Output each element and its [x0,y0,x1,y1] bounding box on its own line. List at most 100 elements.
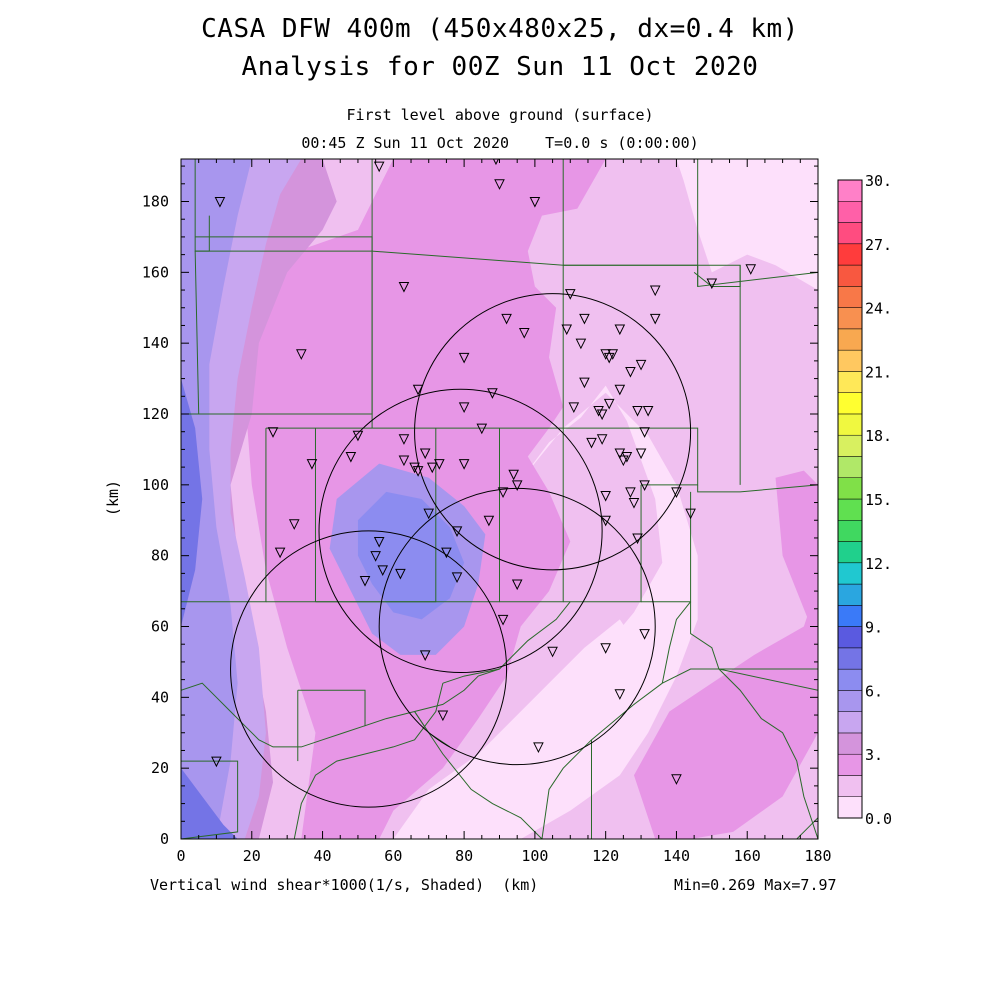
colorbar-swatch [837,413,863,436]
shade-region [181,378,203,627]
station-marker [306,459,318,470]
station-marker [547,646,558,658]
colorbar: 0.0 3. 6. 9. 12. 15. 18. 21. 24. 27. 30. [837,172,892,828]
station-marker [625,367,636,378]
station-marker [607,349,619,360]
station-marker [373,537,385,548]
x-tick-label: 180 [804,847,831,865]
x-tick-label: 60 [384,847,402,865]
station-marker [600,349,611,360]
station-marker [437,710,449,722]
y-tick-label: 80 [151,547,169,565]
colorbar-label: 30. [865,172,892,190]
colorbar-swatch [837,583,863,606]
station-marker [458,402,470,414]
station-marker [412,466,424,477]
station-marker [398,282,410,293]
station-marker [586,437,597,449]
radar-ring [318,388,603,674]
county-line [181,760,239,839]
station-marker [649,313,661,325]
colorbar-label: 6. [865,682,883,700]
colorbar-swatch [837,498,863,521]
y-tick-label: 60 [151,618,169,636]
station-marker [671,774,682,785]
station-marker [614,689,626,700]
radar-ring [414,293,692,571]
station-marker [501,313,512,325]
station-marker [603,398,615,410]
station-marker [377,565,389,576]
county-line [661,601,691,684]
station-marker [458,459,470,470]
colorbar-label: 12. [865,555,892,573]
colorbar-swatch [837,690,863,712]
x-tick-label: 80 [455,847,473,865]
station-marker [214,197,226,208]
station-marker [600,515,611,527]
shading-layer [181,159,818,839]
y-axis-label: (km) [104,480,122,516]
station-marker [451,526,463,537]
colorbar-swatch [837,286,863,308]
station-marker [398,434,410,445]
station-marker [487,388,498,399]
y-tick-label: 0 [160,830,169,848]
station-marker [419,448,431,460]
colorbar-swatch [837,456,863,478]
station-marker [345,452,357,463]
colorbar-swatch [837,796,863,819]
colorbar-swatch [837,243,863,266]
station-marker [395,568,406,580]
station-marker [483,515,495,527]
y-tick-label: 140 [142,334,169,352]
station-marker [579,377,590,389]
station-marker [685,508,696,520]
county-line [690,601,720,670]
station-marker [267,427,279,438]
station-marker [409,462,420,474]
shade-region [676,159,818,291]
station-marker [434,459,445,470]
x-tick-label: 120 [592,847,619,865]
shade-region [421,385,698,839]
station-marker [288,519,300,530]
station-marker [419,650,431,661]
colorbar-swatch [837,753,863,776]
station-marker [497,487,509,499]
station-marker [412,384,424,396]
station-marker [639,629,650,640]
county-line [718,484,818,670]
station-marker [518,328,530,339]
x-tick-label: 100 [521,847,548,865]
y-tick-label: 40 [151,688,169,706]
radar-range-rings [230,293,692,808]
county-line [718,668,818,691]
station-marker [398,455,410,467]
station-marker [511,579,523,591]
shade-region [181,159,252,839]
station-marker [511,480,523,491]
county-line [414,711,543,839]
station-marker [600,643,611,654]
station-marker [274,547,286,559]
min-max-label: Min=0.269 Max=7.97 [674,876,837,894]
station-marker [441,547,452,559]
county-line [442,601,571,684]
y-tick-label: 180 [142,193,169,211]
colorbar-swatch [837,668,863,691]
station-marker [211,756,222,768]
x-tick-label: 160 [734,847,761,865]
station-marker [621,452,633,463]
station-marker [423,508,435,520]
colorbar-swatch [837,349,863,372]
colorbar-swatch [837,775,863,797]
station-marker [451,572,463,584]
station-marker [568,402,580,414]
variable-label: Vertical wind shear*1000(1/s, Shaded) (k… [150,876,539,894]
colorbar-swatch [837,647,863,670]
colorbar-swatch [837,541,863,564]
station-marker [476,423,488,435]
station-marker [614,448,626,460]
